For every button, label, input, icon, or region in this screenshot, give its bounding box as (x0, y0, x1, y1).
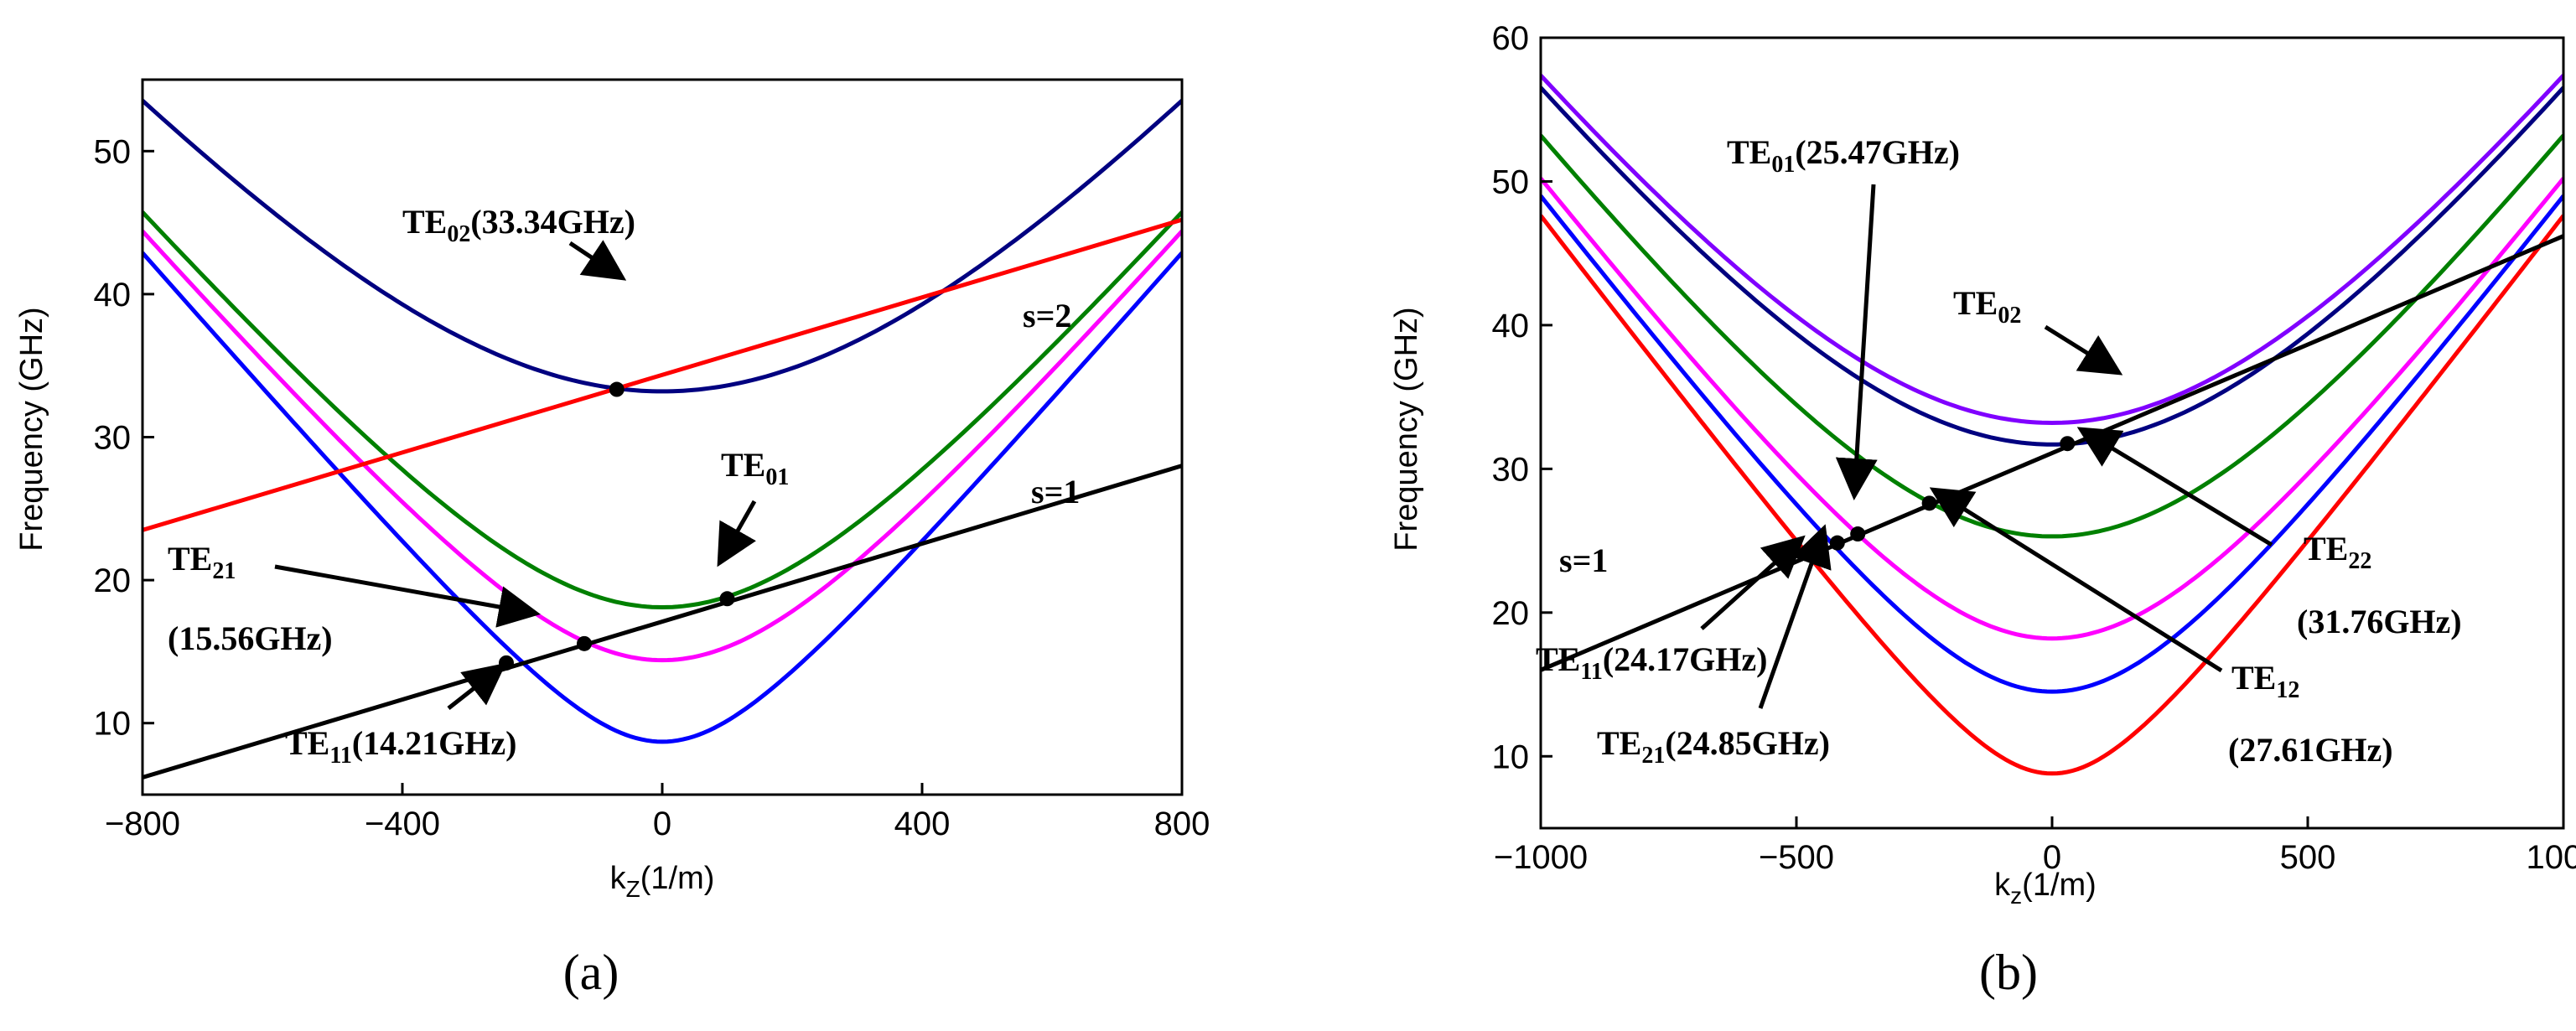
x-tick-label: −1000 (1494, 839, 1588, 876)
y-axis-label-a: Frequency (GHz) (14, 307, 49, 551)
x-axis-label-b: kz(1/m) (1994, 868, 2097, 909)
intersection-point (1850, 526, 1866, 542)
panel-label-a: (a) (563, 945, 619, 1000)
mode-curve (1541, 177, 2563, 641)
chart-b-plot-frame (1539, 36, 2565, 830)
annotation-s1-b: s=1 (1559, 541, 1608, 579)
arrow-te01-a (717, 500, 757, 567)
intersection-point (2060, 436, 2076, 452)
beam-line (1541, 234, 2563, 672)
chart-a-ticks: −800 −400 0 400 800 10 20 30 40 50 (94, 133, 1210, 842)
arrow-te02-b (2044, 324, 2123, 376)
y-tick-label: 30 (1492, 451, 1530, 488)
chart-panel-a: −800 −400 0 400 800 10 20 30 40 50 TE02(33.34GHz)… (14, 78, 1210, 1000)
x-tick-label: 500 (2280, 839, 2336, 876)
annotation-te21-b: TE21(24.85GHz) (1597, 724, 1830, 769)
mode-curve (1541, 85, 2563, 447)
x-tick-label: 800 (1154, 806, 1210, 842)
x-tick-label: −400 (365, 806, 440, 842)
beam-line (143, 217, 1182, 532)
annotation-te12-freq-b: (27.61GHz) (2228, 731, 2393, 769)
arrow-te11-b (1700, 535, 1806, 630)
intersection-point (609, 381, 625, 397)
chart-a-points (499, 381, 735, 671)
y-tick-label: 50 (1492, 163, 1530, 200)
intersection-point (1921, 495, 1937, 511)
x-axis-label-a: kZ(1/m) (610, 861, 715, 902)
mode-curve (1541, 133, 2563, 539)
x-tick-label: 1000 (2527, 839, 2576, 876)
annotation-te01-b: TE01(25.47GHz) (1727, 133, 1960, 178)
arrow-te02-a (568, 240, 627, 281)
annotation-te22-b: TE22 (2304, 530, 2371, 574)
chart-a-curves (143, 99, 1182, 780)
mode-curve (143, 99, 1182, 394)
y-tick-label: 40 (94, 277, 132, 313)
annotation-te22-freq-b: (31.76GHz) (2297, 603, 2462, 640)
mode-curve (143, 251, 1182, 744)
y-axis-label-b: Frequency (GHz) (1389, 307, 1424, 551)
mode-curve (1541, 214, 2563, 776)
chart-panel-b: −1000 −500 0 500 1000 10 20 30 40 50 60 TE01(25.47… (1389, 20, 2576, 1000)
y-tick-label: 20 (94, 562, 132, 599)
annotation-te02-b: TE02 (1953, 284, 2021, 329)
annotation-s2-a: s=2 (1023, 297, 1071, 334)
beam-line (143, 464, 1182, 780)
y-tick-label: 20 (1492, 595, 1530, 632)
arrow-te11-a (447, 662, 506, 710)
annotation-te21-a: TE21 (168, 540, 236, 584)
arrow-te22-b (2076, 427, 2273, 547)
x-tick-label: 400 (894, 806, 951, 842)
arrow-te12-b (1929, 487, 2223, 673)
annotation-s1-a: s=1 (1031, 473, 1080, 510)
chart-b-curves (1541, 74, 2563, 776)
y-tick-label: 60 (1492, 20, 1530, 57)
annotation-te11-a: TE11(14.21GHz) (285, 724, 516, 769)
x-tick-label: 0 (653, 806, 671, 842)
intersection-point (577, 635, 592, 651)
arrow-te21-a (274, 564, 541, 628)
y-tick-label: 10 (94, 706, 132, 743)
x-tick-label: 0 (2043, 839, 2061, 876)
mode-curve (143, 210, 1182, 610)
mode-curve (1541, 194, 2563, 694)
arrow-te21-b (1758, 524, 1832, 709)
y-tick-label: 30 (94, 420, 132, 457)
chart-b-ticks: −1000 −500 0 500 1000 10 20 30 40 50 60 (1492, 20, 2576, 876)
x-tick-label: −500 (1759, 839, 1834, 876)
y-tick-label: 50 (94, 133, 132, 170)
y-tick-label: 40 (1492, 308, 1530, 345)
annotation-te02-a: TE02(33.34GHz) (402, 203, 635, 247)
intersection-point (719, 591, 735, 607)
annotation-te11-b: TE11(24.17GHz) (1536, 640, 1767, 685)
intersection-point (1829, 535, 1845, 551)
arrow-te01-b (1835, 184, 1878, 500)
y-tick-label: 10 (1492, 738, 1530, 775)
annotation-te01-a: TE01 (721, 446, 789, 490)
mode-curve (1541, 74, 2563, 426)
panel-label-b: (b) (1979, 945, 2038, 1000)
x-tick-label: −800 (105, 806, 180, 842)
chart-a-plot-frame (141, 78, 1184, 796)
mode-curve (143, 230, 1182, 663)
annotation-te12-b: TE12 (2231, 659, 2299, 703)
annotation-te21-freq-a: (15.56GHz) (168, 619, 333, 657)
